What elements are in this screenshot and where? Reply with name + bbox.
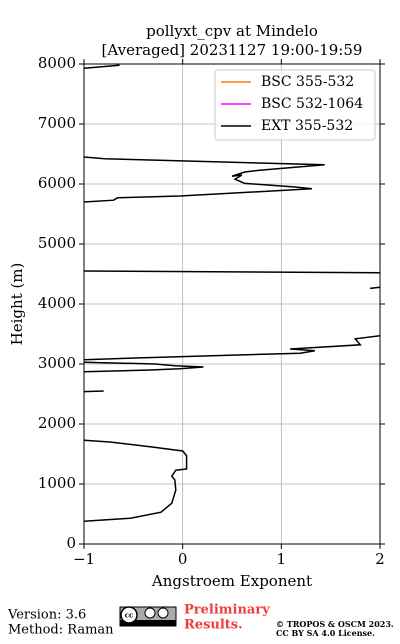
- preliminary-note: Results.: [184, 618, 243, 633]
- version: Version: 3.6: [7, 608, 86, 623]
- legend-box: [214, 69, 376, 141]
- x-tick-label: −1: [73, 550, 95, 568]
- y-tick-label: 2000: [38, 414, 76, 432]
- data-line: [84, 64, 380, 522]
- y-tick-label: 5000: [38, 234, 76, 252]
- cc-logo: cc: [119, 606, 177, 627]
- y-tick-label: 4000: [38, 294, 76, 312]
- copyright: © TROPOS & OSCM 2023.: [276, 619, 394, 629]
- legend-label: EXT 355-532: [261, 118, 353, 134]
- x-tick-label: 1: [277, 550, 287, 568]
- chart-title: pollyxt_cpv at Mindelo: [146, 22, 318, 40]
- x-tick-label: 2: [375, 550, 385, 568]
- preliminary-note: Preliminary: [184, 603, 270, 618]
- y-tick-label: 0: [66, 534, 76, 552]
- license: CC BY SA 4.0 License.: [276, 628, 375, 638]
- plot-frame: [83, 63, 381, 545]
- legend-label: BSC 532-1064: [261, 96, 363, 112]
- y-tick-label: 8000: [38, 54, 76, 72]
- y-tick-label: 1000: [38, 474, 76, 492]
- y-axis-label: Height (m): [8, 263, 26, 346]
- x-tick-label: 0: [178, 550, 188, 568]
- chart-subtitle: [Averaged] 20231127 19:00-19:59: [102, 41, 363, 59]
- svg-text:cc: cc: [125, 611, 134, 620]
- y-tick-label: 7000: [38, 114, 76, 132]
- y-tick-label: 3000: [38, 354, 76, 372]
- legend-label: BSC 355-532: [261, 74, 354, 90]
- method: Method: Raman: [8, 623, 114, 638]
- y-tick-label: 6000: [38, 174, 76, 192]
- x-axis-label: Angstroem Exponent: [151, 572, 312, 590]
